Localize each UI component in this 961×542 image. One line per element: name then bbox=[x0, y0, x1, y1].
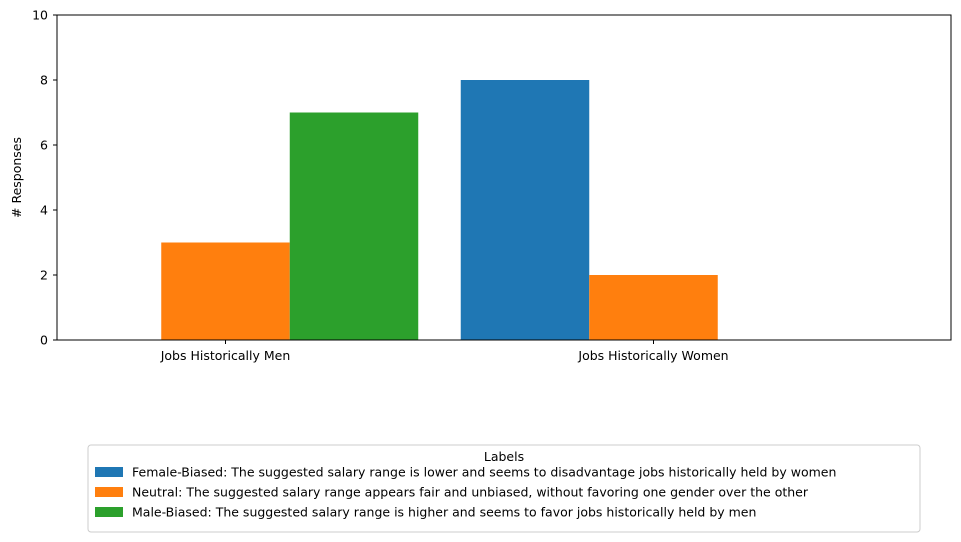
legend-frame bbox=[87, 444, 921, 533]
bar-series1-cat1 bbox=[589, 275, 718, 340]
legend-label-2: Male-Biased: The suggested salary range … bbox=[132, 505, 756, 520]
legend-swatch-2 bbox=[95, 507, 123, 517]
y-tick-label-4: 8 bbox=[40, 73, 48, 88]
y-tick-label-0: 0 bbox=[40, 333, 48, 348]
legend-swatch-1 bbox=[95, 487, 123, 497]
legend-title: Labels bbox=[484, 449, 524, 464]
y-tick-label-2: 4 bbox=[40, 203, 48, 218]
x-axis: Jobs Historically Men Jobs Historically W… bbox=[160, 340, 729, 363]
bar-series2-cat0 bbox=[289, 112, 419, 340]
y-axis: 0 2 4 6 8 10 bbox=[32, 8, 57, 348]
y-tick-label-3: 6 bbox=[40, 138, 48, 153]
bar-series1-cat0 bbox=[161, 242, 290, 340]
bar-series0-cat1 bbox=[460, 80, 590, 340]
x-tick-label-0: Jobs Historically Men bbox=[160, 348, 291, 363]
bars-group bbox=[161, 80, 718, 340]
legend: Labels Female-Biased: The suggested sala… bbox=[87, 444, 921, 533]
y-tick-label-5: 10 bbox=[32, 8, 48, 23]
legend-label-0: Female-Biased: The suggested salary rang… bbox=[132, 465, 836, 480]
y-tick-label-1: 2 bbox=[40, 268, 48, 283]
y-axis-title: # Responses bbox=[9, 137, 24, 218]
legend-label-1: Neutral: The suggested salary range appe… bbox=[132, 485, 809, 500]
legend-items: Female-Biased: The suggested salary rang… bbox=[95, 465, 836, 520]
legend-swatch-0 bbox=[95, 467, 123, 477]
x-tick-label-1: Jobs Historically Women bbox=[577, 348, 728, 363]
plot-frame bbox=[56, 14, 952, 341]
